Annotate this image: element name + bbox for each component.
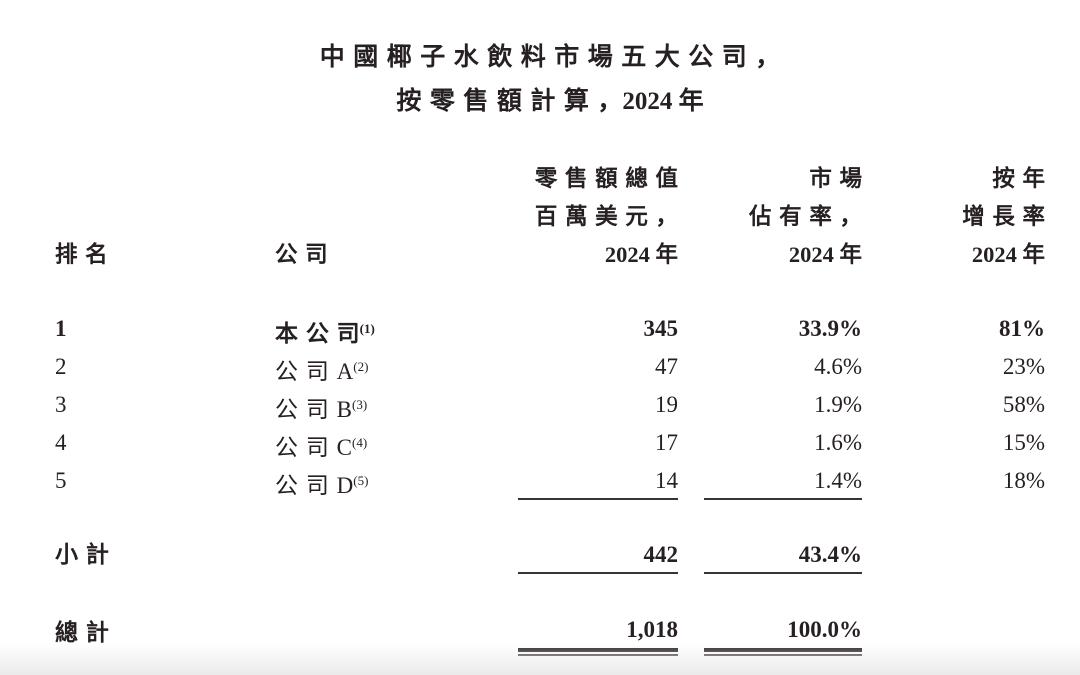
- footnote-marker: (3): [352, 397, 368, 412]
- subtotal-row: 小計 442 43.4%: [55, 536, 1045, 574]
- company-cell: 公司C(4): [275, 435, 368, 460]
- retail-cell: 17: [655, 430, 678, 455]
- share-cell: 1.6%: [814, 430, 862, 455]
- title-text-line2-year: 2024 年: [622, 88, 704, 115]
- table-title-line1: 中國椰子水飲料市場五大公司，: [55, 36, 1045, 80]
- retail-cell: 19: [655, 392, 678, 417]
- table-row: 2 公司A(2) 47 4.6% 23%: [55, 348, 1045, 386]
- total-retail-value: 1,018: [518, 614, 678, 656]
- table-header-row: 排名 公司 零售額總值 百萬美元， 2024 年 市場 佔有率， 2024 年 …: [55, 160, 1045, 274]
- footnote-marker: (5): [353, 473, 369, 488]
- share-cell: 1.4%: [678, 462, 862, 505]
- title-text-line1: 中國椰子水飲料市場五大公司，: [319, 44, 789, 71]
- col-header-company: 公司: [275, 242, 336, 267]
- growth-cell: 81%: [999, 316, 1045, 341]
- share-cell: 33.9%: [798, 316, 862, 341]
- table-row: 3 公司B(3) 19 1.9% 58%: [55, 386, 1045, 424]
- retail-cell: 47: [655, 354, 678, 379]
- growth-cell: 15%: [1002, 430, 1045, 455]
- footnote-marker: (1): [359, 321, 375, 336]
- col-header-retail: 零售額總值 百萬美元， 2024 年: [534, 166, 686, 267]
- footnote-marker: (4): [352, 435, 368, 450]
- table-row: 5 公司D(5) 14 1.4% 18%: [55, 462, 1045, 500]
- share-value-ruled: 1.4%: [704, 466, 862, 500]
- rank-cell: 3: [55, 392, 67, 417]
- subtotal-share-value: 43.4%: [704, 540, 862, 574]
- title-text-line2-cjk: 按零售額計算，: [396, 88, 631, 115]
- market-share-table: 排名 公司 零售額總值 百萬美元， 2024 年 市場 佔有率， 2024 年 …: [55, 160, 1045, 656]
- table-title: 中國椰子水飲料市場五大公司， 按零售額計算，2024 年: [55, 0, 1045, 124]
- growth-cell: 58%: [1002, 392, 1045, 417]
- growth-cell: 23%: [1002, 354, 1045, 379]
- company-cell: 公司D(5): [275, 473, 369, 498]
- footnote-marker: (2): [353, 359, 369, 374]
- subtotal-share-cell: 43.4%: [678, 536, 862, 574]
- retail-value-ruled: 14: [518, 466, 678, 500]
- rank-cell: 2: [55, 354, 67, 379]
- table-row: 1 本公司(1) 345 33.9% 81%: [55, 310, 1045, 348]
- company-cell: 公司A(2): [275, 359, 369, 384]
- col-header-share: 市場 佔有率， 2024 年: [749, 166, 870, 267]
- growth-cell: 18%: [1002, 468, 1045, 493]
- subtotal-retail-value: 442: [518, 540, 678, 574]
- subtotal-growth-cell: [862, 536, 1045, 574]
- total-share-cell: 100.0%: [678, 614, 862, 656]
- company-cell: 公司B(3): [275, 397, 368, 422]
- subtotal-label: 小計: [55, 542, 117, 567]
- company-cell: 本公司(1): [275, 321, 375, 346]
- total-row: 總計 1,018 100.0%: [55, 614, 1045, 656]
- table-title-line2: 按零售額計算，2024 年: [55, 80, 1045, 124]
- share-cell: 1.9%: [814, 392, 862, 417]
- total-retail-cell: 1,018: [518, 614, 678, 656]
- subtotal-retail-cell: 442: [518, 536, 678, 574]
- total-growth-cell: [862, 614, 1045, 652]
- table-row: 4 公司C(4) 17 1.6% 15%: [55, 424, 1045, 462]
- col-header-growth: 按年 增長率 2024 年: [962, 166, 1053, 267]
- retail-cell: 345: [643, 316, 679, 341]
- col-header-rank: 排名: [55, 242, 116, 267]
- rank-cell: 4: [55, 430, 67, 455]
- total-share-value: 100.0%: [704, 614, 862, 656]
- rank-cell: 1: [55, 316, 67, 341]
- retail-cell: 14: [518, 462, 678, 505]
- share-cell: 4.6%: [814, 354, 862, 379]
- rank-cell: 5: [55, 468, 67, 493]
- total-label: 總計: [55, 620, 117, 645]
